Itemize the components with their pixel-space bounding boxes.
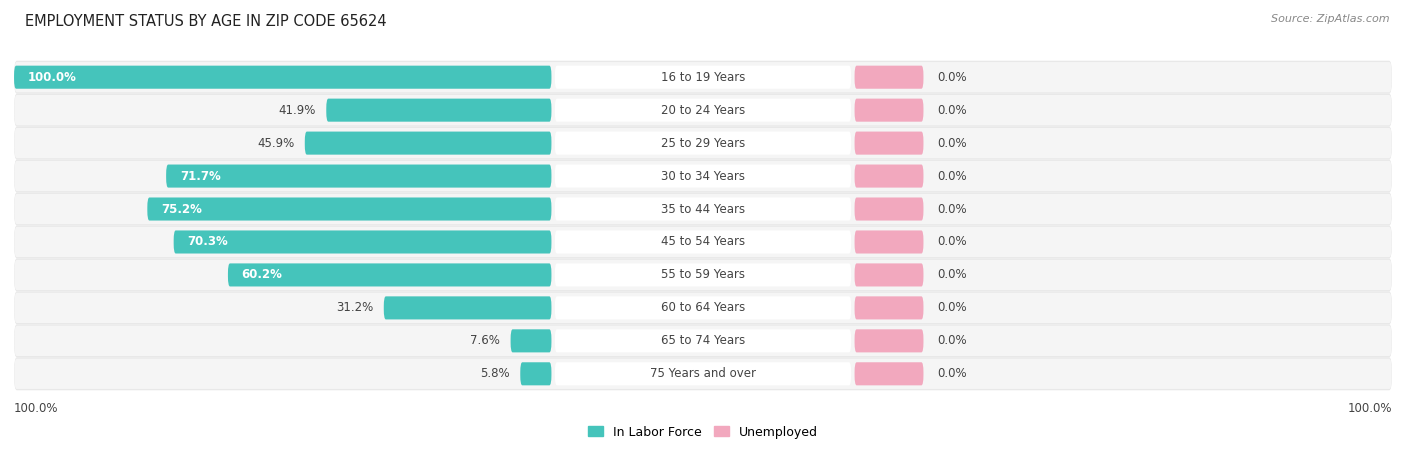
Text: 0.0%: 0.0% — [938, 137, 967, 150]
Text: 55 to 59 Years: 55 to 59 Years — [661, 268, 745, 281]
FancyBboxPatch shape — [855, 329, 924, 352]
FancyBboxPatch shape — [855, 165, 924, 188]
Text: Source: ZipAtlas.com: Source: ZipAtlas.com — [1271, 14, 1389, 23]
FancyBboxPatch shape — [555, 263, 851, 286]
FancyBboxPatch shape — [14, 194, 1392, 224]
FancyBboxPatch shape — [555, 296, 851, 319]
FancyBboxPatch shape — [174, 230, 551, 253]
FancyBboxPatch shape — [14, 260, 1392, 290]
Text: 5.8%: 5.8% — [481, 367, 510, 380]
FancyBboxPatch shape — [510, 329, 551, 352]
FancyBboxPatch shape — [305, 132, 551, 155]
FancyBboxPatch shape — [14, 193, 1392, 226]
Text: 75.2%: 75.2% — [162, 202, 202, 216]
Text: 16 to 19 Years: 16 to 19 Years — [661, 71, 745, 84]
FancyBboxPatch shape — [14, 61, 1392, 94]
FancyBboxPatch shape — [855, 362, 924, 385]
FancyBboxPatch shape — [14, 66, 551, 89]
Text: 100.0%: 100.0% — [14, 402, 59, 415]
Text: 7.6%: 7.6% — [471, 334, 501, 347]
FancyBboxPatch shape — [855, 132, 924, 155]
FancyBboxPatch shape — [14, 293, 1392, 323]
FancyBboxPatch shape — [555, 165, 851, 188]
FancyBboxPatch shape — [148, 198, 551, 221]
FancyBboxPatch shape — [555, 362, 851, 385]
Text: 45.9%: 45.9% — [257, 137, 294, 150]
FancyBboxPatch shape — [855, 66, 924, 89]
Text: 45 to 54 Years: 45 to 54 Years — [661, 235, 745, 249]
Text: 0.0%: 0.0% — [938, 202, 967, 216]
Text: 0.0%: 0.0% — [938, 170, 967, 183]
FancyBboxPatch shape — [555, 230, 851, 253]
Text: 60 to 64 Years: 60 to 64 Years — [661, 301, 745, 314]
FancyBboxPatch shape — [14, 258, 1392, 291]
FancyBboxPatch shape — [555, 132, 851, 155]
Text: 75 Years and over: 75 Years and over — [650, 367, 756, 380]
FancyBboxPatch shape — [855, 263, 924, 286]
FancyBboxPatch shape — [855, 99, 924, 122]
Text: 100.0%: 100.0% — [1347, 402, 1392, 415]
FancyBboxPatch shape — [14, 62, 1392, 92]
FancyBboxPatch shape — [14, 95, 1392, 125]
FancyBboxPatch shape — [166, 165, 551, 188]
Text: 70.3%: 70.3% — [187, 235, 228, 249]
FancyBboxPatch shape — [14, 291, 1392, 324]
Text: 0.0%: 0.0% — [938, 104, 967, 117]
FancyBboxPatch shape — [228, 263, 551, 286]
FancyBboxPatch shape — [14, 324, 1392, 357]
FancyBboxPatch shape — [14, 161, 1392, 191]
Text: 0.0%: 0.0% — [938, 301, 967, 314]
Text: 0.0%: 0.0% — [938, 367, 967, 380]
FancyBboxPatch shape — [555, 329, 851, 352]
FancyBboxPatch shape — [555, 66, 851, 89]
FancyBboxPatch shape — [14, 160, 1392, 193]
Text: 25 to 29 Years: 25 to 29 Years — [661, 137, 745, 150]
Text: 0.0%: 0.0% — [938, 334, 967, 347]
FancyBboxPatch shape — [14, 128, 1392, 158]
FancyBboxPatch shape — [855, 296, 924, 319]
Text: 71.7%: 71.7% — [180, 170, 221, 183]
FancyBboxPatch shape — [384, 296, 551, 319]
FancyBboxPatch shape — [326, 99, 551, 122]
FancyBboxPatch shape — [14, 94, 1392, 127]
Legend: In Labor Force, Unemployed: In Labor Force, Unemployed — [588, 426, 818, 439]
Text: 0.0%: 0.0% — [938, 235, 967, 249]
Text: 35 to 44 Years: 35 to 44 Years — [661, 202, 745, 216]
FancyBboxPatch shape — [14, 226, 1392, 258]
FancyBboxPatch shape — [14, 227, 1392, 257]
FancyBboxPatch shape — [855, 198, 924, 221]
Text: 60.2%: 60.2% — [242, 268, 283, 281]
Text: 0.0%: 0.0% — [938, 71, 967, 84]
Text: 30 to 34 Years: 30 to 34 Years — [661, 170, 745, 183]
FancyBboxPatch shape — [14, 127, 1392, 160]
FancyBboxPatch shape — [14, 357, 1392, 390]
Text: 41.9%: 41.9% — [278, 104, 316, 117]
Text: EMPLOYMENT STATUS BY AGE IN ZIP CODE 65624: EMPLOYMENT STATUS BY AGE IN ZIP CODE 656… — [25, 14, 387, 28]
FancyBboxPatch shape — [555, 198, 851, 221]
Text: 20 to 24 Years: 20 to 24 Years — [661, 104, 745, 117]
FancyBboxPatch shape — [855, 230, 924, 253]
Text: 65 to 74 Years: 65 to 74 Years — [661, 334, 745, 347]
FancyBboxPatch shape — [555, 99, 851, 122]
FancyBboxPatch shape — [14, 359, 1392, 389]
FancyBboxPatch shape — [14, 326, 1392, 356]
FancyBboxPatch shape — [520, 362, 551, 385]
Text: 0.0%: 0.0% — [938, 268, 967, 281]
Text: 100.0%: 100.0% — [28, 71, 77, 84]
Text: 31.2%: 31.2% — [336, 301, 374, 314]
